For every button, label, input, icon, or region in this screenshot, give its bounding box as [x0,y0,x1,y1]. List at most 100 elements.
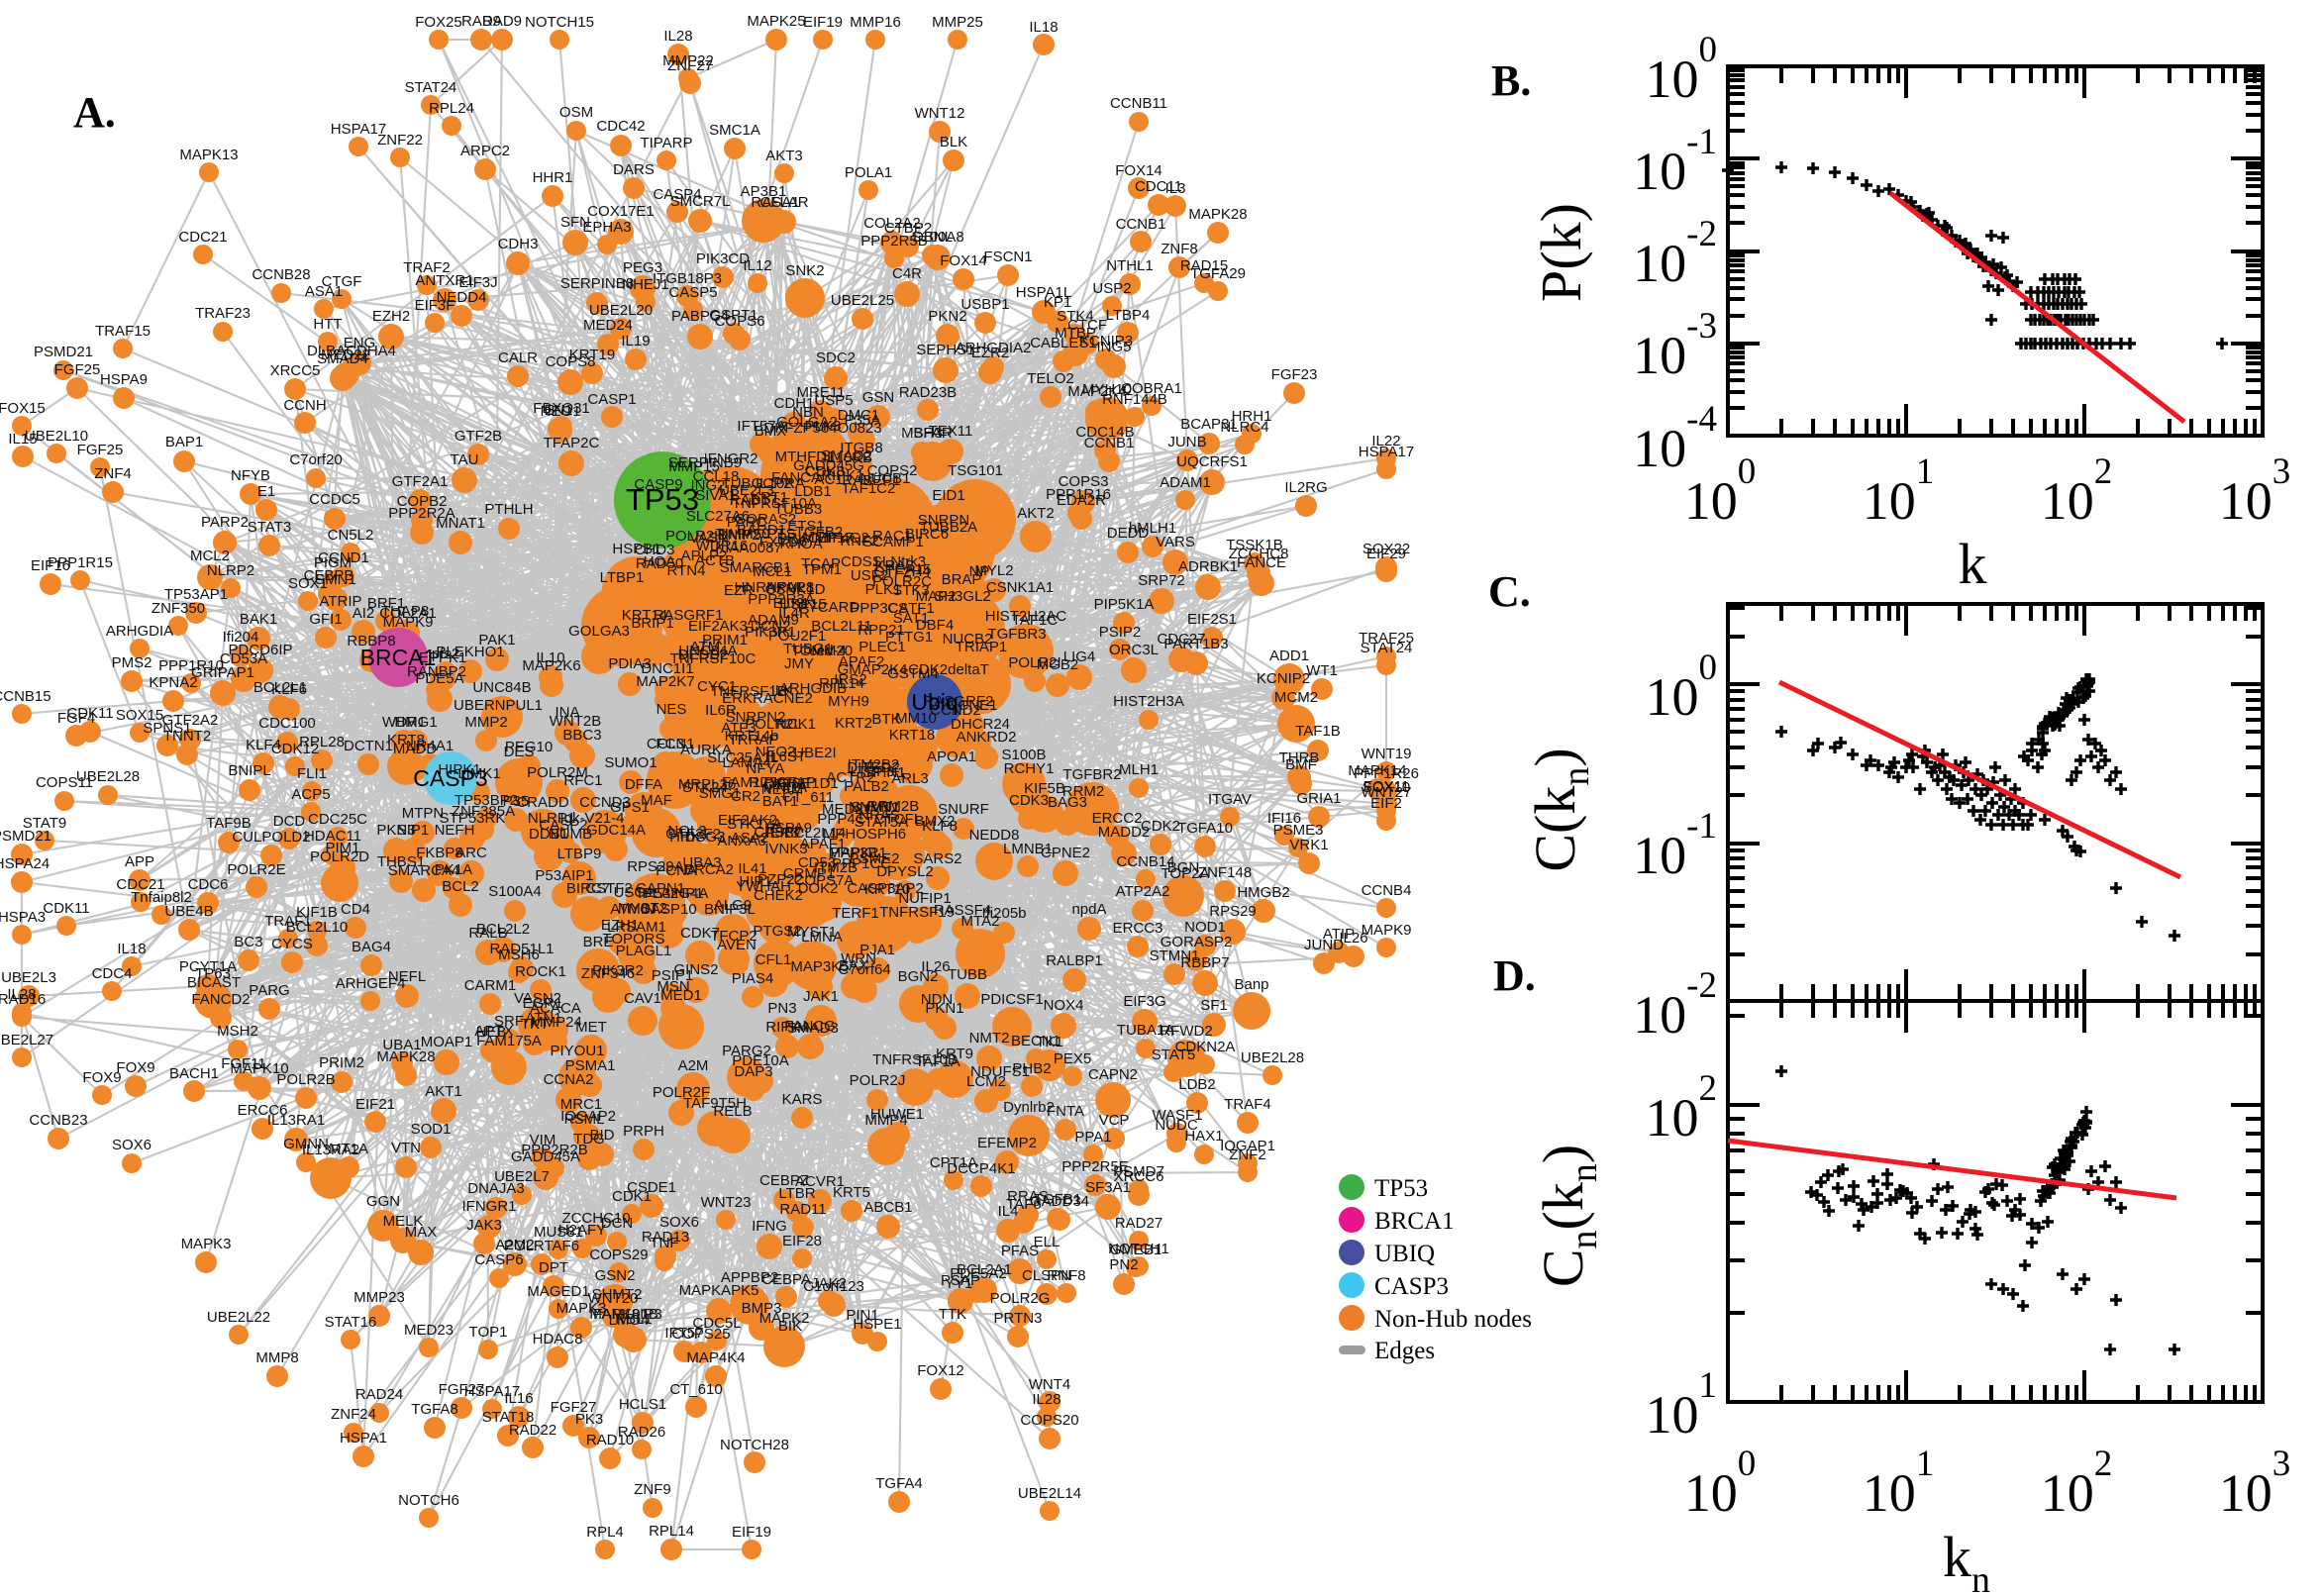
svg-text:BRCA1: BRCA1 [360,645,437,670]
svg-text:APAF1: APAF1 [800,836,846,852]
svg-text:DCTN1: DCTN1 [344,738,393,754]
svg-text:ELK1: ELK1 [773,595,810,612]
svg-text:STAT24: STAT24 [405,79,457,96]
svg-text:RALBP1: RALBP1 [1046,952,1103,969]
svg-text:USO1: USO1 [614,884,655,901]
svg-text:LTBR: LTBR [778,1185,815,1202]
svg-text:PTTG1: PTTG1 [885,629,933,646]
svg-text:IL26: IL26 [1339,930,1367,947]
svg-text:CAPN2: CAPN2 [1088,1066,1138,1083]
svg-text:PPP2R2A: PPP2R2A [388,505,455,522]
svg-text:LTBP3: LTBP3 [851,763,895,780]
svg-text:CDKN2A: CDKN2A [1175,1039,1236,1055]
svg-text:TIMM50: TIMM50 [715,526,769,543]
svg-text:AVEN: AVEN [717,937,757,953]
svg-text:MAPK3: MAPK3 [181,1236,232,1252]
svg-text:IQGAP1: IQGAP1 [1220,1138,1275,1154]
svg-text:ZNF24: ZNF24 [331,1406,376,1423]
svg-text:GINS2: GINS2 [673,961,718,978]
svg-text:MNDA: MNDA [763,779,807,796]
svg-text:ITGB8: ITGB8 [840,440,882,456]
svg-text:PIK3R1: PIK3R1 [745,624,796,641]
svg-text:PRIM2: PRIM2 [319,1054,364,1071]
svg-text:MYL2: MYL2 [974,562,1013,579]
svg-text:CDC21: CDC21 [178,229,227,246]
svg-text:PHB2: PHB2 [1012,1060,1051,1077]
svg-text:PFAS: PFAS [1001,1243,1039,1259]
svg-text:ITGB18P3: ITGB18P3 [653,270,722,287]
svg-text:SYVN1: SYVN1 [851,799,899,816]
svg-text:RAD13: RAD13 [642,1229,689,1246]
svg-text:PSME2: PSME2 [850,850,900,867]
svg-text:PIM1: PIM1 [325,840,359,856]
svg-text:BRCA2: BRCA2 [684,861,734,878]
svg-text:RAD26: RAD26 [618,1424,665,1441]
svg-text:FOX14: FOX14 [940,252,987,269]
svg-text:KIF1B: KIF1B [296,904,338,921]
svg-text:IQGAP2: IQGAP2 [560,1108,616,1125]
svg-text:IL28: IL28 [1032,1391,1060,1408]
svg-text:CASP5: CASP5 [668,284,717,301]
svg-text:APAF2: APAF2 [839,653,884,670]
svg-text:TK1: TK1 [1036,1034,1063,1050]
svg-text:NEO1: NEO1 [541,403,581,420]
svg-text:CULPOLD2: CULPOLD2 [232,829,310,846]
svg-text:IFT57: IFT57 [664,1325,703,1342]
svg-text:BC3: BC3 [234,934,262,950]
svg-text:HDAC11: HDAC11 [304,828,361,845]
svg-text:EIF4G2: EIF4G2 [818,530,869,547]
svg-text:UBA1: UBA1 [382,1037,421,1053]
svg-text:CTGF: CTGF [322,273,362,290]
svg-text:STAT24: STAT24 [1361,640,1413,656]
svg-text:RANBP2: RANBP2 [407,663,466,680]
svg-text:CDC14B: CDC14B [1075,424,1134,441]
svg-text:TFCP2: TFCP2 [710,928,758,945]
svg-text:PDE5A: PDE5A [415,670,463,687]
svg-text:JAK2: JAK2 [811,1275,847,1292]
svg-text:TRAF23: TRAF23 [195,305,251,322]
svg-text:IL18: IL18 [1029,19,1058,36]
svg-text:S100A4: S100A4 [488,883,541,900]
svg-text:HEB: HEB [476,1024,507,1041]
svg-text:SAT1: SAT1 [893,610,929,627]
svg-text:LTBP4: LTBP4 [1106,307,1151,324]
svg-text:KLF6: KLF6 [271,681,307,698]
svg-text:UBE2L28: UBE2L28 [76,768,140,785]
svg-text:MMP15: MMP15 [668,458,720,475]
svg-text:TUBB: TUBB [948,966,987,983]
svg-text:PEG10: PEG10 [505,739,553,755]
svg-text:PRKCH: PRKCH [777,530,830,547]
svg-text:CEBPZ: CEBPZ [759,1172,809,1189]
svg-text:MM10: MM10 [895,710,937,727]
svg-text:ANKRD2: ANKRD2 [957,729,1017,746]
svg-text:KRT14b: KRT14b [725,728,779,745]
svg-text:TUBB2A: TUBB2A [920,519,977,536]
svg-text:CCNB14: CCNB14 [1116,853,1174,870]
svg-text:GADD45G: GADD45G [793,457,864,474]
svg-text:TTK: TTK [939,1306,966,1323]
svg-text:BCL2A1: BCL2A1 [957,1261,1012,1278]
svg-text:SH3GL2: SH3GL2 [934,588,991,605]
svg-text:UBE2L27: UBE2L27 [0,1032,53,1048]
svg-text:VRK1: VRK1 [1289,837,1328,853]
svg-text:BFAR: BFAR [913,425,952,442]
svg-text:EIF2AK3: EIF2AK3 [688,618,748,635]
svg-text:SERPINB8: SERPINB8 [560,275,634,292]
svg-text:C(kn): C(kn) [1523,748,1597,871]
svg-text:IL6R: IL6R [705,702,737,719]
svg-text:MAGED1: MAGED1 [527,1283,589,1300]
svg-text:RELB: RELB [713,1103,752,1120]
svg-text:UQCRFS1: UQCRFS1 [1176,453,1248,470]
svg-text:MUS81: MUS81 [534,1224,583,1241]
svg-text:CASP10: CASP10 [640,901,697,918]
svg-text:APPBP2: APPBP2 [721,1269,778,1286]
svg-text:GORAS2: GORAS2 [735,511,797,528]
svg-text:CASP4: CASP4 [653,186,701,203]
svg-text:NOX4: NOX4 [1044,997,1084,1014]
svg-text:PART1B3: PART1B3 [1163,636,1228,652]
svg-text:HSPA3: HSPA3 [0,909,46,926]
svg-text:UNC84A: UNC84A [678,643,737,659]
svg-text:BIK: BIK [778,1318,802,1335]
svg-text:Ifi204: Ifi204 [223,629,259,646]
svg-text:DBF4: DBF4 [916,617,954,634]
